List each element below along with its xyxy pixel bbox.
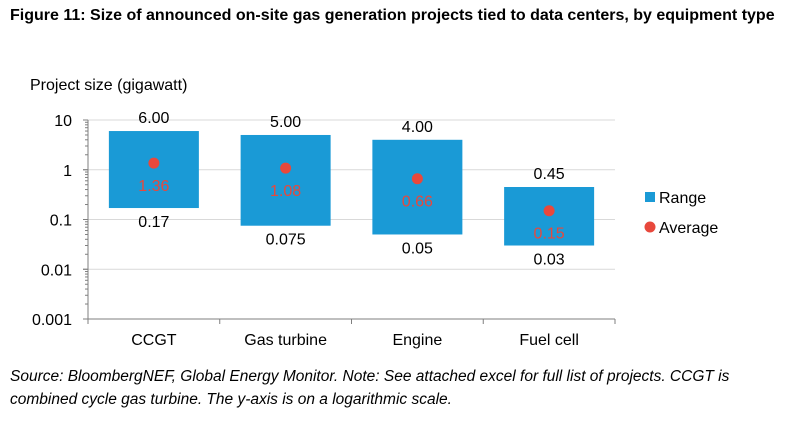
y-tick-label: 0.001 [32, 312, 72, 329]
average-point [411, 173, 423, 185]
range-low-label: 0.05 [402, 240, 433, 257]
x-axis-labels: CCGT Gas turbine Engine Fuel cell [131, 332, 579, 349]
range-bar [504, 187, 595, 246]
x-category-label: Engine [392, 332, 442, 349]
range-low-label: 0.17 [138, 214, 169, 231]
legend-average-marker [644, 221, 656, 233]
range-high-label: 6.00 [138, 110, 169, 127]
source-note: Source: BloombergNEF, Global Energy Moni… [10, 368, 730, 408]
range-low-label: 0.03 [534, 252, 565, 269]
range-bar [372, 139, 463, 235]
average-points [148, 157, 555, 217]
range-high-label: 0.45 [534, 166, 565, 183]
average-label: 1.08 [270, 183, 301, 200]
range-high-label: 5.00 [270, 114, 301, 131]
average-label: 1.36 [138, 178, 169, 195]
legend: Range Average [644, 190, 718, 237]
y-tick-label: 0.1 [50, 213, 72, 230]
legend-range-swatch [645, 192, 655, 202]
x-category-label: Gas turbine [244, 332, 327, 349]
y-axis-ticks: 10 1 0.1 0.01 0.001 [32, 113, 72, 329]
average-point [148, 157, 160, 169]
average-point [543, 205, 555, 217]
y-tick-label: 10 [54, 113, 72, 130]
legend-range-label: Range [659, 190, 706, 207]
x-category-label: Fuel cell [519, 332, 579, 349]
average-label: 0.15 [534, 226, 565, 243]
y-tick-label: 1 [63, 163, 72, 180]
y-axis-title: Project size (gigawatt) [30, 77, 187, 94]
x-category-label: CCGT [131, 332, 177, 349]
range-bar [108, 131, 199, 209]
y-tick-label: 0.01 [41, 262, 72, 279]
range-bars [108, 131, 595, 246]
chart: Project size (gigawatt) 1010.10.010.001 … [30, 77, 718, 349]
legend-average-label: Average [659, 220, 718, 237]
range-bar [240, 134, 331, 226]
average-point [280, 162, 292, 174]
range-low-label: 0.075 [266, 232, 306, 249]
range-high-label: 4.00 [402, 119, 433, 136]
figure-title: Figure 11: Size of announced on-site gas… [10, 7, 775, 24]
data-labels: 6.00 0.17 1.36 5.00 0.075 1.08 4.00 0.05 0.66 0.4… [138, 110, 564, 268]
average-label: 0.66 [402, 194, 433, 211]
